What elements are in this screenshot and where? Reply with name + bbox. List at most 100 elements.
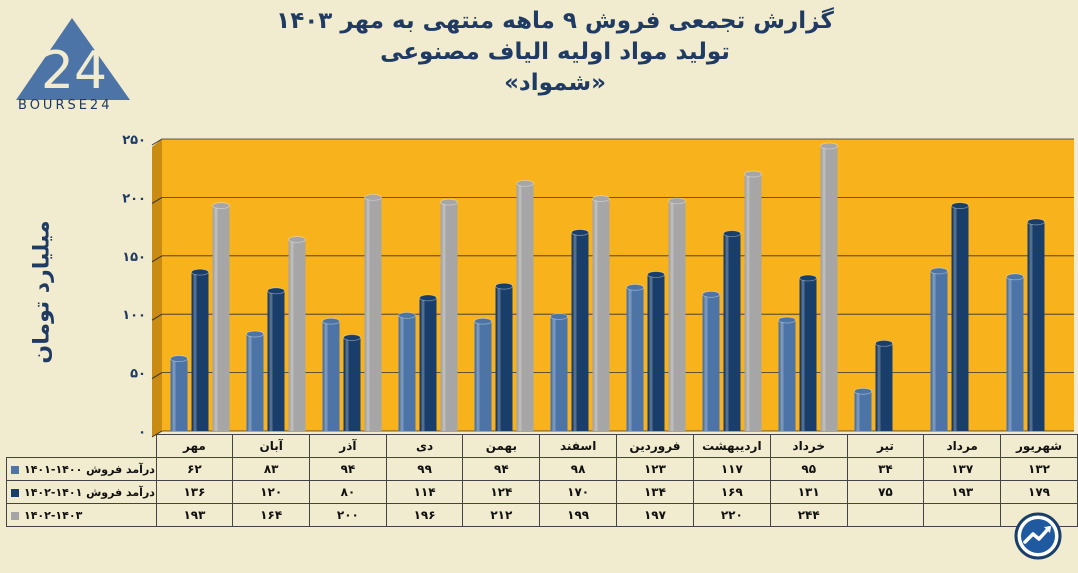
bar [440,198,458,431]
bar [364,193,382,431]
data-label: ۹۸ [539,457,618,481]
data-label: ۲۲۰ [692,503,771,527]
logo-text: BOURSE24 [18,98,113,113]
plot-side-wall [152,139,162,437]
bar [875,339,893,431]
legend-label: ۱۴۰۲-۱۴۰۳ [24,508,83,522]
bar [951,202,969,431]
bar [744,170,762,432]
category-label: آذر [309,434,387,458]
trend-arrow-icon [1014,512,1062,560]
bar [246,330,264,431]
bar [398,311,416,431]
bar [1006,273,1024,431]
legend-label: درآمد فروش ۱۴۰۱-۱۴۰۲ [24,485,155,499]
bar [288,236,306,431]
data-label: ۱۲۰ [232,480,311,504]
bar [191,268,209,431]
bar [343,334,361,431]
series-row: درآمد فروش ۱۴۰۱-۱۴۰۲ ۱۳۶ ۱۲۰ ۸۰ ۱۱۴ ۱۲۴ ۱۷۰ ۱۳۴… [6,480,1078,504]
bar [212,202,230,431]
data-label: ۱۶۹ [692,480,771,504]
data-label: ۱۷۹ [1000,480,1078,504]
data-label: ۱۱۷ [692,457,771,481]
category-label: فروردین [616,434,694,458]
category-label: مهر [155,434,234,458]
bar [647,271,665,431]
legend-swatch [11,465,19,474]
bar [854,387,872,431]
category-label: خرداد [769,434,848,458]
category-row: مهر آبان آذر دی بهمن اسفند فروردین اردیبهشت خردا… [7,434,1078,458]
bar [516,179,534,431]
data-label: ۹۵ [769,457,848,481]
bar [495,282,513,431]
data-label [923,503,1002,527]
gridline-side [151,372,163,380]
data-label: ۱۳۴ [616,480,694,504]
bar [550,313,568,431]
series-row: درآمد فروش ۱۴۰۰-۱۴۰۱ ۶۲ ۸۳ ۹۴ ۹۹ ۹۴ ۹۸ ۱۲۳ ۱۱۷ ۹۵… [6,457,1078,481]
bar [1027,218,1045,431]
chart-subtitle: تولید مواد اولیه الیاف مصنوعی [380,39,730,65]
bar [626,283,644,431]
data-label: ۱۹۶ [385,503,464,527]
data-label: ۱۷۰ [539,480,618,504]
chart-title-block: گزارش تجمعی فروش ۹ ماهه منتهی به مهر ۱۴۰… [230,6,880,99]
bourse24-logo: 24 [16,18,130,101]
data-label: ۱۳۱ [769,480,848,504]
data-label: ۱۳۲ [1000,457,1078,481]
category-label: اسفند [539,434,618,458]
data-label: ۱۹۳ [155,503,234,527]
data-table: مهر آبان آذر دی بهمن اسفند فروردین اردیبهشت خردا… [6,434,1078,527]
chart-symbol: «شمواد» [504,70,606,96]
data-label: ۱۱۴ [385,480,464,504]
category-label: بهمن [462,434,541,458]
bar [930,267,948,431]
data-label: ۹۹ [385,457,464,481]
y-tick-label: ۱۵۰ [122,250,146,265]
bar [799,274,817,431]
bar [571,229,589,431]
data-label: ۶۲ [155,457,234,481]
bar [820,142,838,431]
legend-label: درآمد فروش ۱۴۰۰-۱۴۰۱ [24,462,155,476]
category-label: مرداد [923,434,1002,458]
y-tick-label: ۱۰۰ [122,308,146,323]
category-label: شهریور [1000,434,1078,458]
bar [592,195,610,431]
legend-swatch [11,511,19,520]
bar [474,317,492,431]
data-label: ۱۹۳ [923,480,1002,504]
data-label: ۳۴ [846,457,925,481]
category-label: اردیبهشت [692,434,771,458]
data-label: ۱۹۷ [616,503,694,527]
y-tick-label: ۲۰۰ [122,191,146,206]
data-label: ۷۵ [846,480,925,504]
category-label: تیر [846,434,925,458]
data-label: ۸۳ [232,457,311,481]
data-label: ۸۰ [309,480,387,504]
data-label: ۱۶۴ [232,503,311,527]
data-label [846,503,925,527]
data-label: ۲۰۰ [309,503,387,527]
data-label: ۹۴ [309,457,387,481]
data-label: ۱۳۷ [923,457,1002,481]
data-label: ۱۲۴ [462,480,541,504]
data-label: ۲۴۴ [769,503,848,527]
gridline-side [151,196,163,204]
series-row: ۱۴۰۲-۱۴۰۳ ۱۹۳ ۱۶۴ ۲۰۰ ۱۹۶ ۲۱۲ ۱۹۹ ۱۹۷ ۲۲۰ ۲۴۴ [6,503,1078,527]
bar [419,294,437,431]
y-tick-label: ۰ [138,425,146,440]
bar [170,355,188,431]
category-label: آبان [232,434,311,458]
gridline-side [151,255,163,263]
data-label: ۱۳۶ [155,480,234,504]
gridline-side [151,313,163,321]
plot-area [162,139,1074,431]
bar [267,287,285,431]
chart-title: گزارش تجمعی فروش ۹ ماهه منتهی به مهر ۱۴۰… [276,8,834,34]
bar [723,230,741,431]
data-label: ۹۴ [462,457,541,481]
